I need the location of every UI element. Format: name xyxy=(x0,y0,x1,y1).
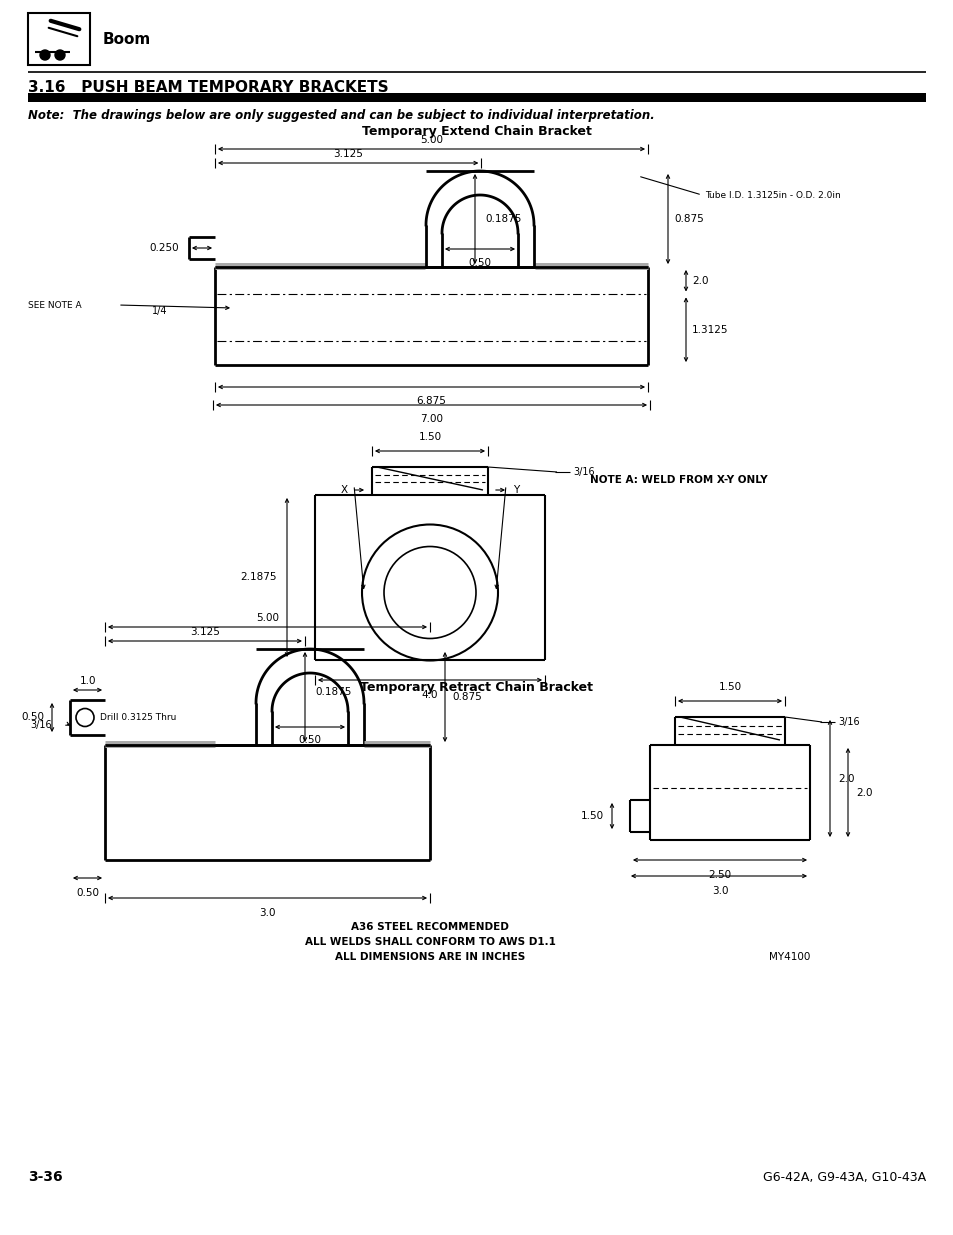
Text: 0.1875: 0.1875 xyxy=(484,214,521,224)
Text: Y: Y xyxy=(513,485,518,495)
Text: 0.875: 0.875 xyxy=(452,692,481,701)
Text: 0.875: 0.875 xyxy=(673,214,703,224)
Text: 2.0: 2.0 xyxy=(691,275,708,285)
Text: ALL DIMENSIONS ARE IN INCHES: ALL DIMENSIONS ARE IN INCHES xyxy=(335,952,524,962)
Text: 3.16   PUSH BEAM TEMPORARY BRACKETS: 3.16 PUSH BEAM TEMPORARY BRACKETS xyxy=(28,79,388,95)
Text: 0.1875: 0.1875 xyxy=(314,687,351,697)
Text: SEE NOTE A: SEE NOTE A xyxy=(28,300,82,310)
Text: A36 STEEL RECOMMENDED: A36 STEEL RECOMMENDED xyxy=(351,923,508,932)
Text: 2.0: 2.0 xyxy=(855,788,872,798)
Text: Boom: Boom xyxy=(103,32,152,47)
Text: 1/4: 1/4 xyxy=(152,306,168,316)
Text: 1.50: 1.50 xyxy=(718,682,740,692)
Text: Drill 0.3125 Thru: Drill 0.3125 Thru xyxy=(100,713,176,722)
Bar xyxy=(28,93,925,103)
Text: 3.125: 3.125 xyxy=(190,627,219,637)
Text: 4.0: 4.0 xyxy=(421,690,437,700)
Text: 3/16: 3/16 xyxy=(30,720,51,730)
Text: 3/16: 3/16 xyxy=(837,718,859,727)
Text: 7.00: 7.00 xyxy=(419,414,442,424)
Text: 1.50: 1.50 xyxy=(580,811,603,821)
Text: Temporary Retract Chain Bracket: Temporary Retract Chain Bracket xyxy=(360,680,593,694)
Text: 0.250: 0.250 xyxy=(149,243,178,253)
Text: 2.0: 2.0 xyxy=(837,773,854,783)
Text: 0.50: 0.50 xyxy=(21,713,44,722)
Text: Tube I.D. 1.3125in - O.D. 2.0in: Tube I.D. 1.3125in - O.D. 2.0in xyxy=(704,190,840,200)
Text: ALL WELDS SHALL CONFORM TO AWS D1.1: ALL WELDS SHALL CONFORM TO AWS D1.1 xyxy=(304,937,555,947)
Text: NOTE A: WELD FROM X-Y ONLY: NOTE A: WELD FROM X-Y ONLY xyxy=(589,475,767,485)
Text: 0.50: 0.50 xyxy=(76,888,99,898)
Text: 6.875: 6.875 xyxy=(416,396,446,406)
Text: 3-36: 3-36 xyxy=(28,1170,63,1184)
Text: MY4100: MY4100 xyxy=(768,952,810,962)
Text: 5.00: 5.00 xyxy=(255,613,278,622)
Circle shape xyxy=(40,49,50,61)
Text: Temporary Extend Chain Bracket: Temporary Extend Chain Bracket xyxy=(362,125,591,137)
Text: 1.50: 1.50 xyxy=(418,432,441,442)
Text: 2.50: 2.50 xyxy=(708,869,731,881)
Text: 3.0: 3.0 xyxy=(259,908,275,918)
Text: 5.00: 5.00 xyxy=(419,135,442,144)
Text: G6-42A, G9-43A, G10-43A: G6-42A, G9-43A, G10-43A xyxy=(762,1171,925,1183)
Text: 0.50: 0.50 xyxy=(298,735,321,745)
Text: 3/16: 3/16 xyxy=(573,467,594,477)
Text: 1.0: 1.0 xyxy=(80,676,96,685)
Text: 2.1875: 2.1875 xyxy=(240,573,276,583)
Text: 3.125: 3.125 xyxy=(333,149,363,159)
Text: Note:  The drawings below are only suggested and can be subject to individual in: Note: The drawings below are only sugges… xyxy=(28,109,654,121)
Text: 3.0: 3.0 xyxy=(711,885,727,897)
Bar xyxy=(28,14,90,65)
Text: 0.50: 0.50 xyxy=(468,258,491,268)
Text: 1.3125: 1.3125 xyxy=(691,325,728,335)
Text: X: X xyxy=(340,485,347,495)
Circle shape xyxy=(55,49,65,61)
